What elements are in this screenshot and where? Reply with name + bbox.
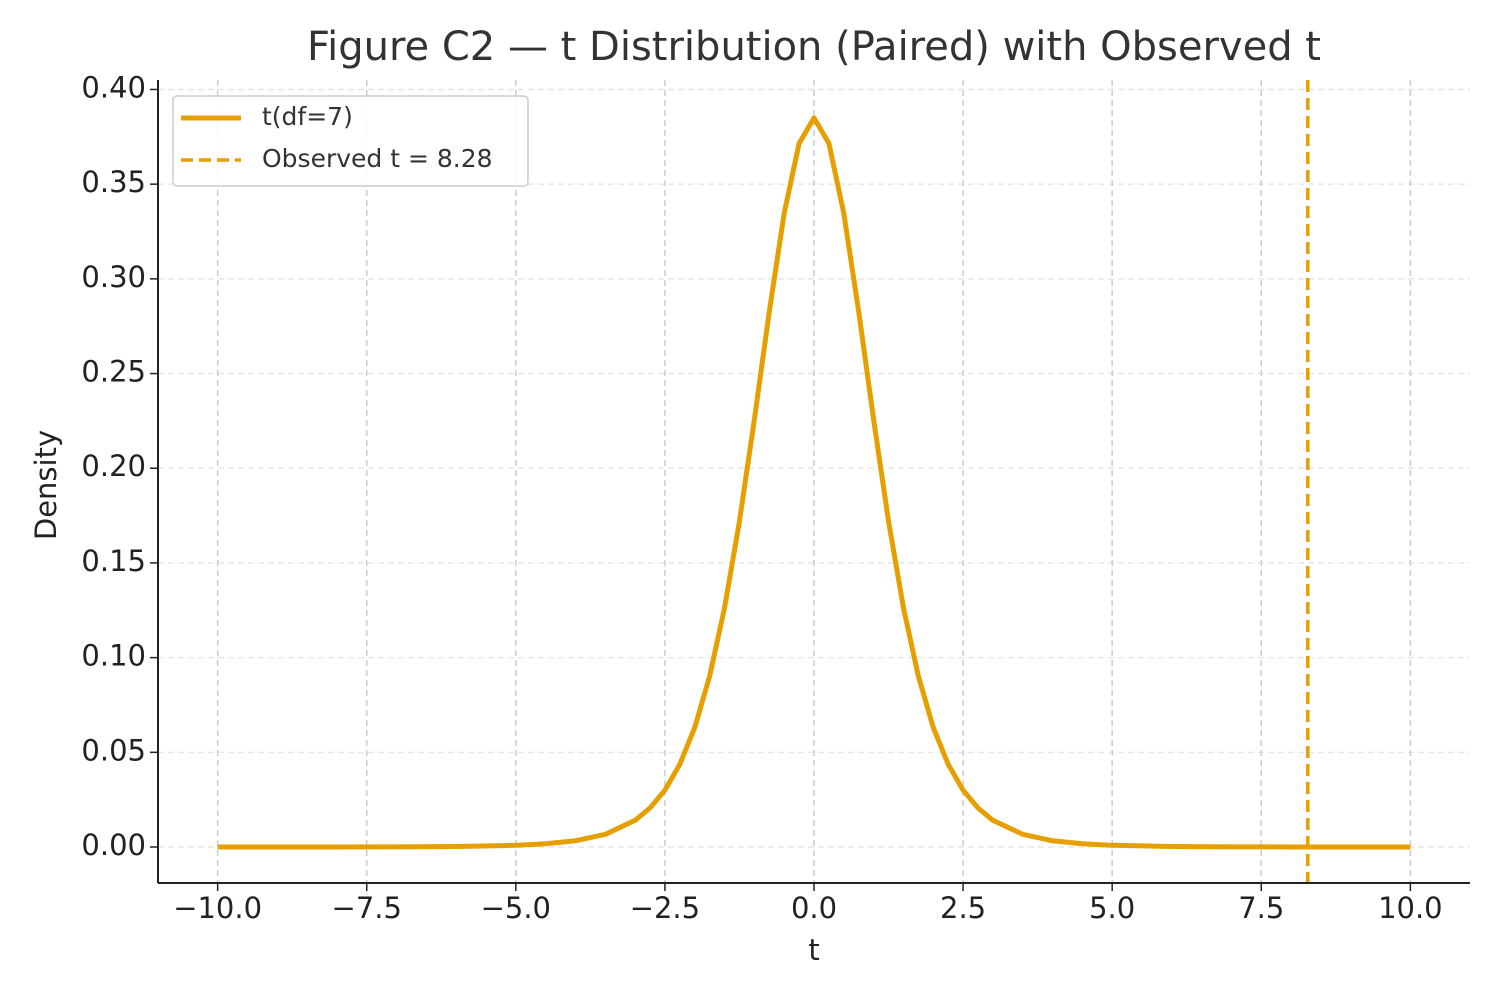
x-tick-label: 7.5 [1238, 891, 1284, 925]
y-tick-label: 0.15 [81, 544, 146, 578]
y-tick-label: 0.05 [81, 733, 146, 767]
y-tick-label: 0.35 [81, 165, 146, 199]
chart-title: Figure C2 — t Distribution (Paired) with… [307, 24, 1321, 70]
y-axis-label: Density [29, 430, 63, 540]
x-axis-label: t [808, 933, 819, 967]
x-tick-label: 0.0 [791, 891, 837, 925]
x-tick-label: 10.0 [1378, 891, 1443, 925]
x-tick-label: −7.5 [332, 891, 402, 925]
x-tick-label: 5.0 [1089, 891, 1135, 925]
y-tick-label: 0.40 [81, 70, 146, 104]
x-tick-label: −2.5 [630, 891, 700, 925]
y-tick-label: 0.30 [81, 260, 146, 294]
legend-label: Observed t = 8.28 [262, 144, 493, 173]
x-tick-label: −10.0 [173, 891, 262, 925]
legend-label: t(df=7) [262, 102, 353, 131]
legend-box [172, 95, 529, 187]
y-tick-label: 0.00 [81, 828, 146, 862]
y-tick-label: 0.25 [81, 355, 146, 389]
line-series [217, 115, 1411, 850]
y-tick-label: 0.20 [81, 449, 146, 483]
y-tick-label: 0.10 [81, 639, 146, 673]
x-tick-label: −5.0 [481, 891, 551, 925]
x-tick-label: 2.5 [940, 891, 986, 925]
